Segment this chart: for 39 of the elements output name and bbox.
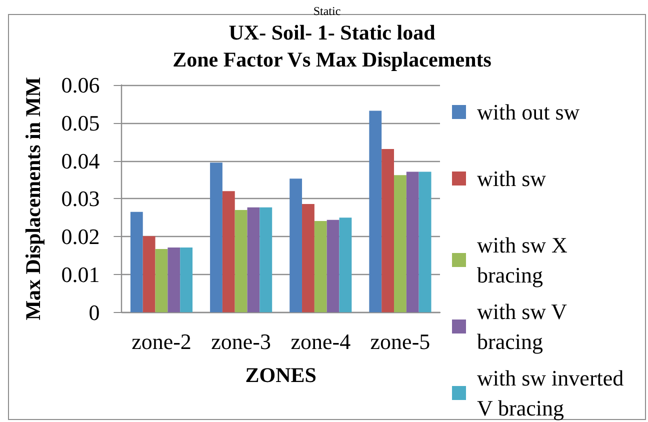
- bar: [142, 236, 156, 312]
- bar: [260, 207, 272, 312]
- bar: [155, 249, 168, 312]
- y-axis-title: Max Displacements in MM: [21, 76, 46, 320]
- text: Static: [313, 4, 341, 18]
- bar: [382, 149, 394, 312]
- bar: [314, 221, 327, 312]
- y-tick-label: 0.06: [61, 72, 100, 98]
- bar: [418, 172, 432, 312]
- bar: [168, 248, 180, 312]
- bar: [326, 220, 340, 312]
- y-tick-label: 0.05: [61, 110, 100, 136]
- y-tick-label: 0.01: [61, 262, 100, 287]
- bar: [302, 204, 314, 312]
- bar: [394, 175, 406, 312]
- bar: [222, 191, 235, 312]
- x-tick-label: zone-2: [132, 328, 192, 354]
- bar: [339, 218, 352, 312]
- bar: [180, 248, 193, 312]
- bar: [369, 110, 382, 312]
- bar: [234, 210, 248, 312]
- bar: [247, 207, 260, 312]
- y-tick-label: 0: [88, 300, 100, 325]
- y-tick-label: 0.03: [61, 186, 100, 212]
- legend-label: with out sw: [477, 100, 580, 124]
- x-tick-label: zone-5: [370, 328, 430, 354]
- legend-label: with sw inverted V bracing: [477, 366, 630, 420]
- bar: [130, 212, 143, 312]
- bar: [290, 178, 302, 312]
- legend-label: with sw: [477, 166, 546, 191]
- x-axis-title: ZONES: [245, 362, 316, 387]
- y-tick-label: 0.04: [61, 148, 100, 174]
- chart-title: UX- Soil- 1- Static load: [228, 20, 436, 44]
- bar: [210, 162, 222, 312]
- y-tick-label: 0.02: [61, 224, 100, 250]
- chart-subtitle: Zone Factor Vs Max Displacements: [172, 48, 492, 72]
- x-tick-label: zone-3: [211, 328, 271, 354]
- x-tick-label: zone-4: [290, 328, 351, 354]
- bar: [406, 172, 419, 312]
